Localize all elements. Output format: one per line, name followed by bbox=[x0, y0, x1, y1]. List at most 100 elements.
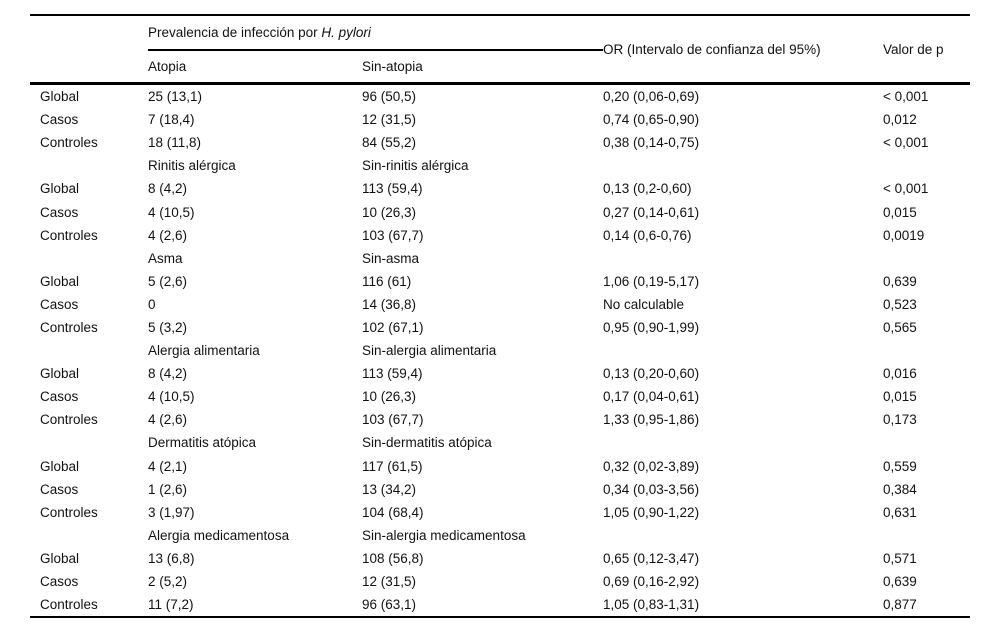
p-value-cell: 0,565 bbox=[883, 319, 917, 335]
p-value-column-header: Valor de p bbox=[883, 14, 970, 85]
table-row: Global 13 (6,8) 108 (56,8) 0,65 (0,12-3,47)… bbox=[30, 547, 970, 570]
table-row: Controles 4 (2,6) 103 (67,7) 0,14 (0,6-0,76… bbox=[30, 224, 970, 247]
atopia-cell: 4 (2,1) bbox=[148, 458, 188, 474]
row-label-cell: Casos bbox=[40, 112, 79, 128]
sin-atopia-cell: 13 (34,2) bbox=[362, 481, 417, 497]
sin-atopia-cell: Sin-asma bbox=[362, 250, 420, 266]
row-label-cell: Controles bbox=[40, 135, 98, 151]
sin-atopia-cell: 116 (61) bbox=[362, 273, 412, 289]
or-cell: 0,34 (0,03-3,56) bbox=[603, 481, 700, 497]
table-row: Global 25 (13,1) 96 (50,5) 0,20 (0,06-0,69)… bbox=[30, 84, 970, 109]
or-cell bbox=[603, 524, 883, 547]
atopia-cell: 18 (11,8) bbox=[148, 135, 202, 151]
atopia-cell: Dermatitis atópica bbox=[148, 435, 257, 451]
p-value-cell: 0,639 bbox=[883, 273, 917, 289]
section-label-row: Asma Sin-asma bbox=[30, 247, 970, 270]
header-empty-cell bbox=[30, 50, 148, 85]
sin-atopia-cell: Sin-alergia alimentaria bbox=[362, 343, 497, 359]
or-cell: 1,05 (0,90-1,22) bbox=[603, 504, 700, 520]
or-cell: 0,17 (0,04-0,61) bbox=[603, 389, 700, 405]
header-empty-cell bbox=[30, 14, 148, 50]
row-label-cell: Global bbox=[40, 89, 80, 105]
or-cell bbox=[603, 247, 883, 270]
row-label-cell: Controles bbox=[40, 227, 98, 243]
p-value-cell: 0,559 bbox=[883, 458, 917, 474]
sin-atopia-cell: 14 (36,8) bbox=[362, 296, 417, 312]
p-value-cell bbox=[883, 431, 970, 454]
sin-atopia-cell: 10 (26,3) bbox=[362, 204, 417, 220]
table-row: Casos 2 (5,2) 12 (31,5) 0,69 (0,16-2,92) 0,6… bbox=[30, 570, 970, 593]
atopia-cell: 4 (10,5) bbox=[148, 204, 195, 220]
or-cell: 0,13 (0,20-0,60) bbox=[603, 366, 700, 382]
row-label-cell: Global bbox=[40, 181, 80, 197]
sin-atopia-cell: Sin-alergia medicamentosa bbox=[362, 527, 526, 543]
table-row: Global 8 (4,2) 113 (59,4) 0,13 (0,2-0,60) < … bbox=[30, 177, 970, 200]
atopia-cell: Alergia alimentaria bbox=[148, 343, 260, 359]
atopia-cell: 3 (1,97) bbox=[148, 504, 195, 520]
row-label-cell bbox=[30, 524, 148, 547]
or-cell: 0,74 (0,65-0,90) bbox=[603, 112, 700, 128]
sin-atopia-cell: 12 (31,5) bbox=[362, 112, 417, 128]
table-header: Prevalencia de infección por H. pylori O… bbox=[30, 14, 970, 85]
atopia-cell: 11 (7,2) bbox=[148, 593, 362, 619]
p-value-cell: 0,384 bbox=[883, 481, 917, 497]
atopia-cell: 4 (10,5) bbox=[148, 389, 195, 405]
sin-atopia-cell: Sin-dermatitis atópica bbox=[362, 435, 492, 451]
or-cell bbox=[603, 339, 883, 362]
p-value-cell: < 0,001 bbox=[883, 181, 929, 197]
header-row-subgroups: Atopia Sin-atopia bbox=[30, 50, 970, 85]
or-cell: 0,27 (0,14-0,61) bbox=[603, 204, 700, 220]
row-label-cell bbox=[30, 339, 148, 362]
atopia-cell: 5 (2,6) bbox=[148, 273, 188, 289]
or-cell: 0,13 (0,2-0,60) bbox=[603, 181, 692, 197]
row-label-cell: Controles bbox=[30, 593, 148, 619]
row-label-cell bbox=[30, 154, 148, 177]
table-row: Casos 7 (18,4) 12 (31,5) 0,74 (0,65-0,90) 0,… bbox=[30, 108, 970, 131]
or-cell: No calculable bbox=[603, 296, 685, 312]
p-value-cell: 0,0019 bbox=[883, 227, 925, 243]
sin-atopia-cell: 108 (56,8) bbox=[362, 550, 424, 566]
section-label-row: Dermatitis atópica Sin-dermatitis atópica bbox=[30, 431, 970, 454]
spanner-italic-text: H. pylori bbox=[321, 25, 371, 40]
sin-atopia-column-header: Sin-atopia bbox=[362, 50, 603, 85]
table-row: Controles 4 (2,6) 103 (67,7) 1,33 (0,95-1,8… bbox=[30, 408, 970, 431]
row-label-cell: Casos bbox=[40, 296, 79, 312]
or-cell: 1,06 (0,19-5,17) bbox=[603, 273, 700, 289]
p-value-cell: 0,012 bbox=[883, 112, 917, 128]
row-label-cell: Global bbox=[40, 273, 80, 289]
p-value-cell: 0,016 bbox=[883, 366, 917, 382]
table-row: Global 4 (2,1) 117 (61,5) 0,32 (0,02-3,89) 0… bbox=[30, 455, 970, 478]
sin-atopia-cell: 84 (55,2) bbox=[362, 135, 417, 151]
p-value-cell: 0,523 bbox=[883, 296, 917, 312]
or-cell: 0,32 (0,02-3,89) bbox=[603, 458, 700, 474]
or-cell: 0,65 (0,12-3,47) bbox=[603, 550, 700, 566]
sin-atopia-cell: 96 (63,1) bbox=[362, 593, 603, 619]
row-label-cell: Controles bbox=[40, 504, 98, 520]
table-row: Controles 3 (1,97) 104 (68,4) 1,05 (0,90-1,… bbox=[30, 501, 970, 524]
or-cell: 0,38 (0,14-0,75) bbox=[603, 135, 700, 151]
table-row: Controles 18 (11,8) 84 (55,2) 0,38 (0,14-0,… bbox=[30, 131, 970, 154]
atopia-cell: 13 (6,8) bbox=[148, 550, 195, 566]
or-column-header: OR (Intervalo de confianza del 95%) bbox=[603, 14, 883, 85]
row-label-cell bbox=[30, 247, 148, 270]
p-value-cell bbox=[883, 154, 970, 177]
row-label-cell: Casos bbox=[40, 389, 79, 405]
p-value-cell: 0,639 bbox=[883, 574, 917, 590]
row-label-cell: Global bbox=[40, 366, 80, 382]
p-value-cell: 0,571 bbox=[883, 550, 917, 566]
or-cell: 0,20 (0,06-0,69) bbox=[603, 89, 700, 105]
p-value-cell: 0,173 bbox=[883, 412, 917, 428]
table-row: Global 8 (4,2) 113 (59,4) 0,13 (0,20-0,60) 0… bbox=[30, 362, 970, 385]
atopia-cell: Alergia medicamentosa bbox=[148, 527, 290, 543]
sin-atopia-cell: 103 (67,7) bbox=[362, 412, 424, 428]
p-value-cell bbox=[883, 339, 970, 362]
p-value-cell: 0,631 bbox=[883, 504, 917, 520]
prevalence-table: Prevalencia de infección por H. pylori O… bbox=[30, 14, 970, 619]
section-label-row: Alergia alimentaria Sin-alergia alimentar… bbox=[30, 339, 970, 362]
prevalence-spanner-header: Prevalencia de infección por H. pylori bbox=[148, 14, 603, 51]
sin-atopia-cell: 103 (67,7) bbox=[362, 227, 424, 243]
atopia-cell: 0 bbox=[148, 296, 156, 312]
atopia-cell: 1 (2,6) bbox=[148, 481, 188, 497]
sin-atopia-cell: 113 (59,4) bbox=[362, 181, 423, 197]
